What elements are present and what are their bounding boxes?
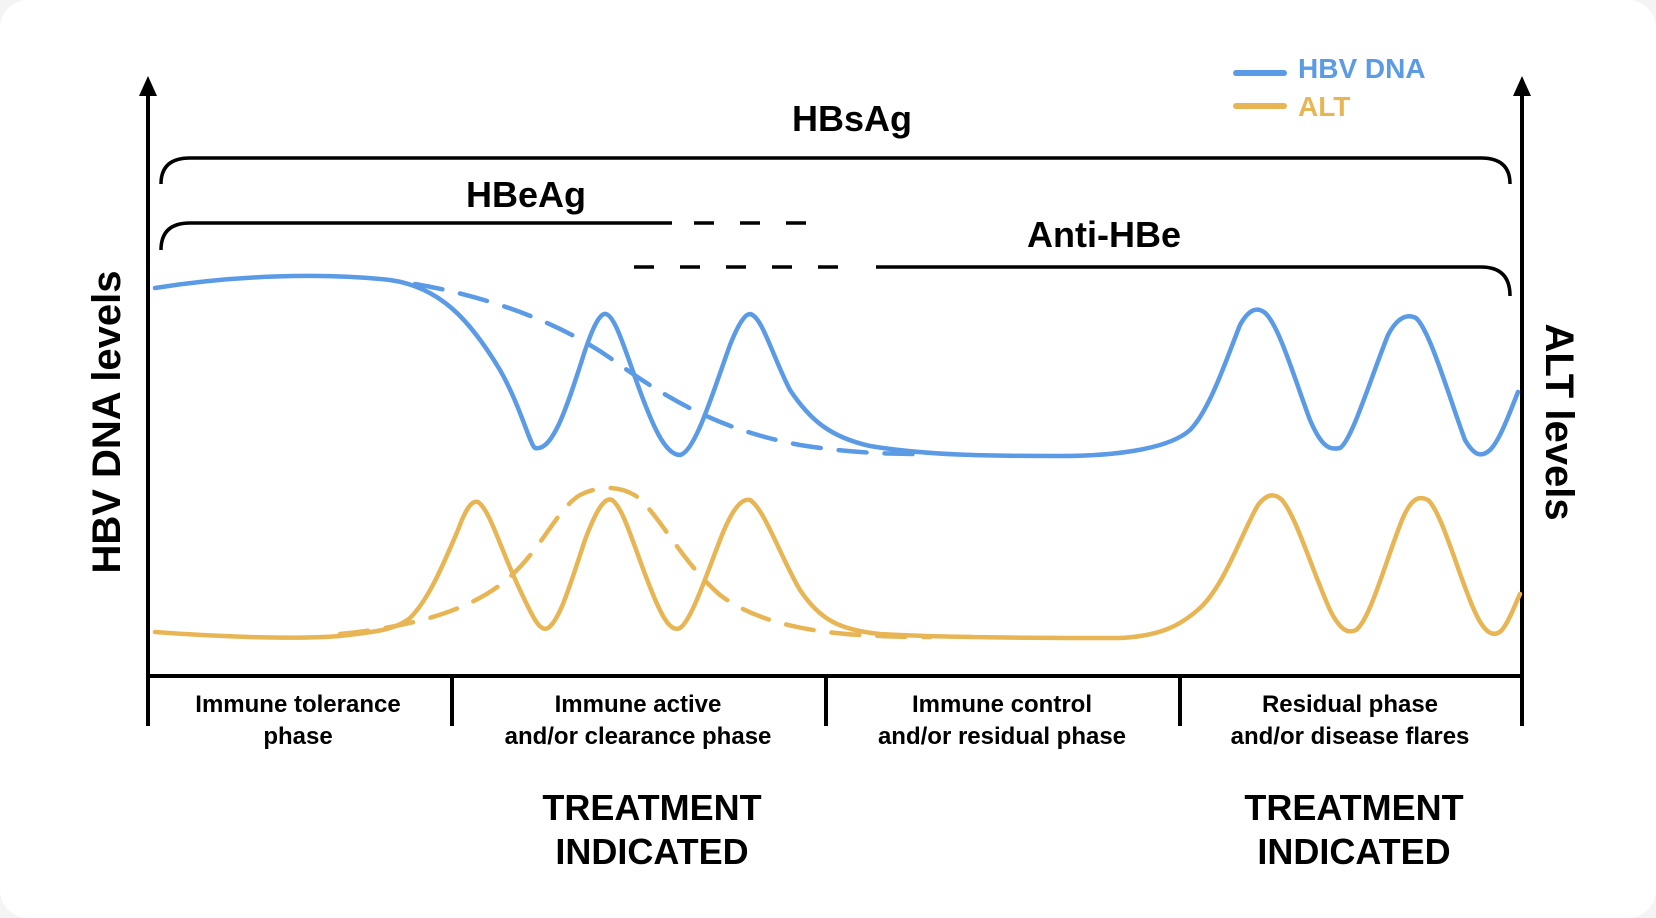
phase-1-line2: and/or clearance phase	[505, 723, 772, 750]
hbv-dna-solid-curve	[152, 273, 1521, 459]
treatment-0-line2: INDICATED	[555, 831, 748, 872]
hbv-dna-dashed-curve	[412, 281, 923, 457]
legend: HBV DNA ALT	[1233, 53, 1426, 122]
treatment-labels: TREATMENT INDICATED TREATMENT INDICATED	[542, 787, 1463, 872]
treatment-1-line1: TREATMENT	[1244, 787, 1463, 828]
anti-hbe-label: Anti-HBe	[1027, 214, 1181, 255]
right-axis-arrowhead	[1513, 76, 1531, 96]
hbeag-bracket	[159, 221, 672, 251]
alt-solid-curve	[152, 493, 1523, 641]
treatment-0-line1: TREATMENT	[542, 787, 761, 828]
left-axis-label: HBV DNA levels	[85, 270, 129, 573]
serology-brackets	[159, 156, 1512, 297]
hbsag-label: HBsAg	[792, 98, 912, 139]
alt-dashed-curve	[337, 485, 933, 640]
hbv-dna-series	[152, 273, 1521, 459]
treatment-1-line2: INDICATED	[1257, 831, 1450, 872]
phase-labels: Immune tolerance phase Immune active and…	[195, 691, 1469, 750]
phase-1-line1: Immune active	[555, 691, 722, 718]
phase-3-line1: Residual phase	[1262, 691, 1438, 718]
hbsag-bracket	[159, 156, 1512, 185]
phase-0-line2: phase	[263, 723, 332, 750]
hbeag-label: HBeAg	[466, 174, 586, 215]
left-axis-arrowhead	[139, 76, 157, 96]
phase-3-line2: and/or disease flares	[1231, 723, 1470, 750]
phase-2-line1: Immune control	[912, 691, 1092, 718]
legend-label-hbv-dna: HBV DNA	[1298, 53, 1426, 84]
anti-hbe-bracket	[876, 265, 1512, 297]
right-axis-label: ALT levels	[1537, 323, 1581, 520]
phase-0-line1: Immune tolerance	[195, 691, 400, 718]
axes	[139, 76, 1531, 726]
legend-label-alt: ALT	[1298, 91, 1350, 122]
alt-series	[152, 485, 1523, 641]
phase-2-line2: and/or residual phase	[878, 723, 1126, 750]
